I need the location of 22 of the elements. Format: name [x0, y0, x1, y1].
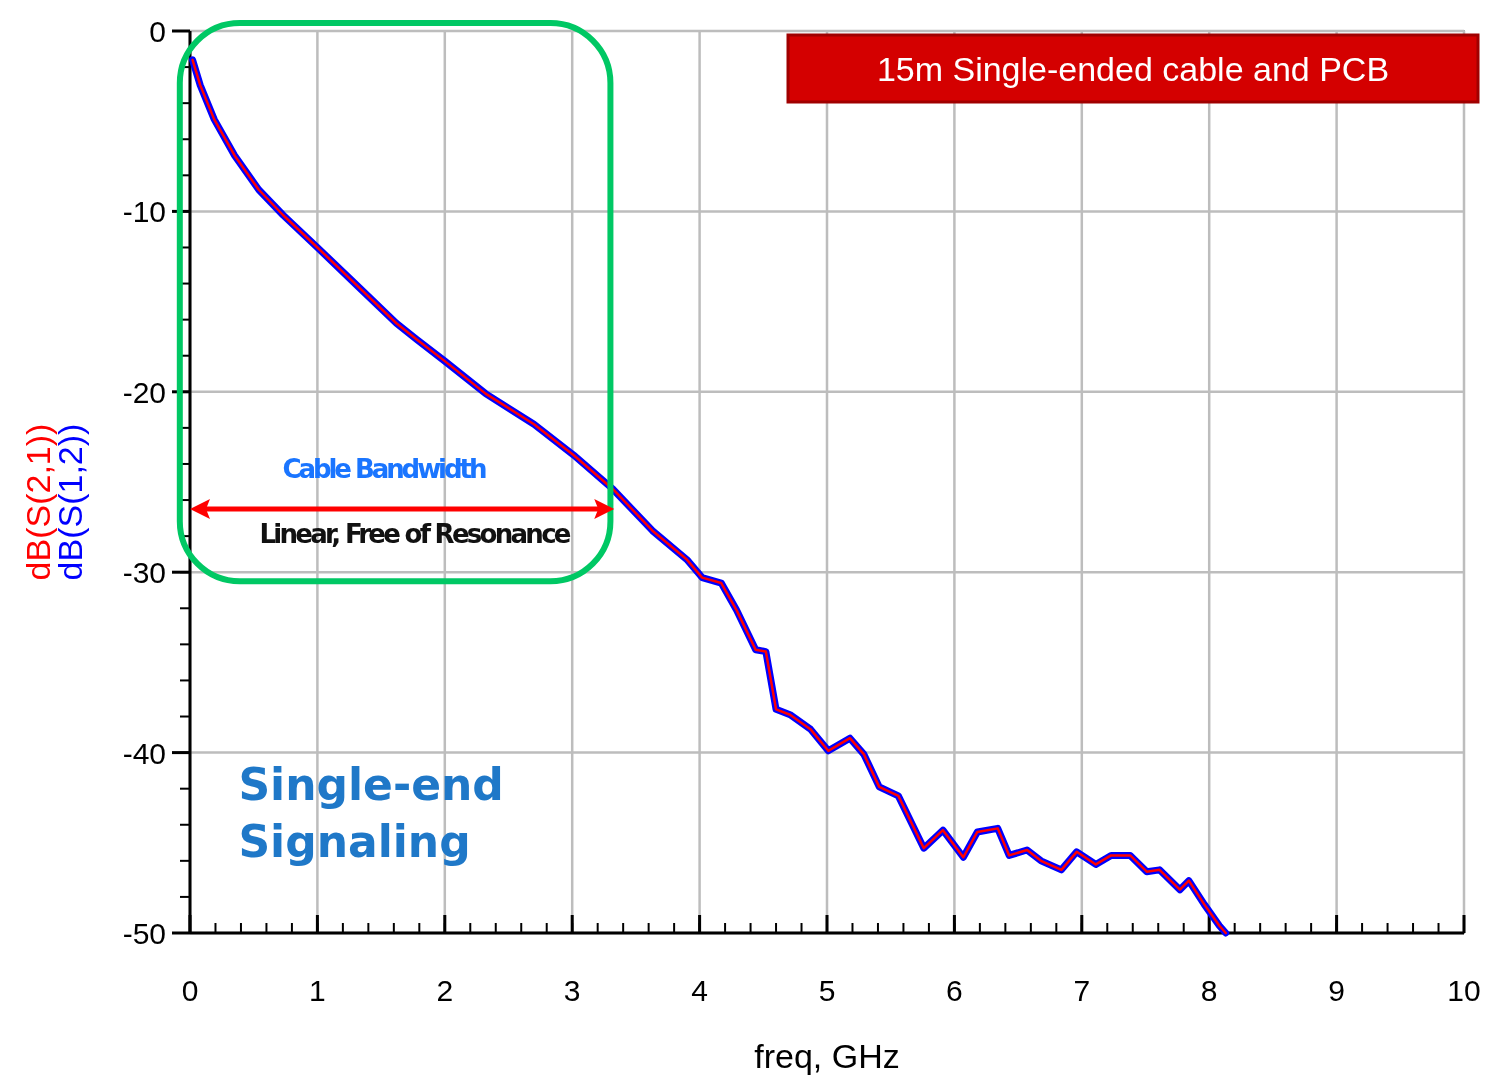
y-tick-label: -50	[122, 917, 166, 950]
x-tick-label: 10	[1447, 974, 1481, 1007]
annotation: Single-end Signaling	[238, 758, 504, 867]
x-tick-label: 9	[1328, 974, 1345, 1007]
x-tick-label: 5	[818, 974, 836, 1007]
text: 15m Single-ended cable and PCB	[876, 50, 1390, 88]
annotation: Linear, Free of Resonance	[259, 519, 572, 550]
x-tick-label: 7	[1073, 974, 1091, 1007]
x-tick-label: 3	[563, 974, 581, 1007]
x-tick-label: 6	[946, 974, 963, 1007]
x-axis-title: freq, GHz	[754, 1037, 900, 1075]
y-tick-label: -20	[122, 375, 166, 409]
x-tick-label: 1	[309, 974, 326, 1007]
x-tick-label: 0	[181, 974, 199, 1007]
y-tick-label: -40	[122, 736, 166, 770]
x-tick-label: 2	[436, 974, 454, 1007]
annotation: Cable Bandwidth	[282, 454, 488, 485]
y-tick-label: -10	[122, 195, 166, 229]
y-tick-label: 0	[149, 15, 166, 48]
x-tick-label: 8	[1200, 974, 1218, 1007]
x-tick-label: 4	[691, 974, 708, 1007]
y-tick-label: -30	[122, 556, 166, 590]
